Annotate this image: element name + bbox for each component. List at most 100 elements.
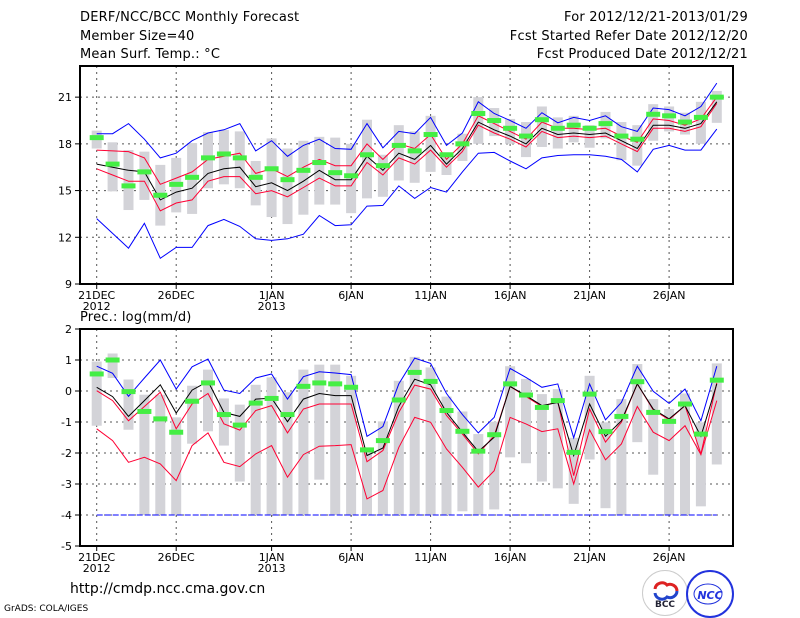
green-marker (646, 409, 661, 415)
grads-credit: GrADS: COLA/IGES (4, 604, 89, 614)
range-bar (664, 106, 675, 132)
range-bar (218, 398, 229, 446)
x-tick-label: 6JAN (338, 551, 364, 564)
range-bar (632, 364, 643, 443)
series-ensemble-max (96, 82, 718, 159)
x-tick-label: 26JAN (653, 551, 686, 564)
green-marker (566, 122, 581, 128)
produced-date: Fcst Produced Date 2012/12/21 (536, 47, 748, 62)
green-marker (614, 413, 629, 419)
range-bar (282, 392, 293, 515)
green-marker (264, 166, 279, 172)
series-upper-spread (96, 96, 718, 185)
x-tick-label: 11JAN (414, 551, 447, 564)
green-marker (248, 400, 263, 406)
range-bar (425, 115, 436, 172)
started-date: Fcst Started Refer Date 2012/12/20 (509, 29, 748, 44)
range-bar (648, 399, 659, 475)
x-tick-year-label: 2013 (258, 300, 286, 313)
range-bar (584, 375, 595, 460)
green-marker (550, 125, 565, 131)
green-marker (328, 170, 343, 176)
x-tick-label: 26JAN (653, 289, 686, 302)
range-bar (568, 115, 579, 143)
green-marker (137, 408, 152, 414)
variable-label: Mean Surf. Temp.: °C (80, 47, 221, 62)
range-bar (425, 367, 436, 515)
green-marker (646, 111, 661, 117)
green-marker (423, 378, 438, 384)
green-marker (503, 125, 518, 131)
green-marker (598, 429, 613, 435)
y-tick-label: -2 (61, 447, 72, 460)
range-bar (505, 366, 516, 458)
range-bar (711, 363, 722, 465)
series-upper-spread (96, 382, 718, 476)
y-tick-label: -3 (61, 478, 72, 491)
ncc-logo: NCC (686, 570, 734, 618)
green-marker (105, 161, 120, 167)
range-bar (409, 356, 420, 515)
green-marker (534, 117, 549, 123)
y-tick-label: 2 (65, 323, 72, 336)
green-marker (407, 369, 422, 375)
green-marker (169, 181, 184, 187)
x-tick-year-label: 2012 (83, 300, 111, 313)
source-url[interactable]: http://cmdp.ncc.cma.gov.cn (70, 581, 266, 597)
green-marker (439, 408, 454, 414)
green-marker (582, 391, 597, 397)
range-bar (250, 384, 261, 515)
range-bar (521, 378, 531, 464)
x-tick-label: 26DEC (158, 289, 195, 302)
series-ensemble-mean (96, 101, 718, 201)
green-marker (375, 163, 390, 169)
green-marker (344, 384, 359, 390)
range-bar (298, 369, 309, 515)
y-tick-label: 15 (58, 185, 72, 198)
green-marker (407, 148, 422, 154)
range-bar (377, 421, 388, 515)
range-bar (473, 97, 484, 144)
range-bar (266, 138, 277, 218)
green-marker (487, 118, 502, 123)
range-bar (187, 385, 198, 444)
green-marker (105, 357, 120, 363)
green-marker (471, 110, 486, 116)
green-marker (201, 380, 215, 386)
green-marker (503, 381, 518, 387)
chart-title: DERF/NCC/BCC Monthly Forecast (80, 10, 300, 25)
green-marker (630, 379, 645, 385)
x-tick-year-label: 2012 (83, 562, 111, 575)
y-tick-label: -5 (61, 540, 72, 553)
series-ensemble-max (96, 357, 718, 440)
range-bar (218, 129, 229, 185)
range-bar (584, 125, 595, 148)
range-bar (346, 143, 357, 214)
x-tick-label: 26DEC (158, 551, 195, 564)
green-marker (550, 398, 565, 404)
range-bar (680, 393, 690, 515)
green-marker (391, 142, 406, 148)
green-marker (678, 119, 692, 125)
green-marker (312, 160, 327, 166)
x-tick-year-label: 2013 (258, 562, 286, 575)
range-bar (489, 421, 500, 510)
green-marker (693, 431, 708, 437)
range-bar (298, 140, 309, 215)
green-marker (455, 428, 470, 434)
x-tick-label: 16JAN (494, 289, 527, 302)
range-bar (362, 447, 372, 515)
green-marker (662, 113, 677, 119)
green-marker (296, 383, 311, 389)
x-tick-label: 21DEC (78, 551, 115, 564)
green-marker (201, 155, 215, 161)
range-bar (139, 394, 150, 515)
precip-label: Prec.: log(mm/d) (80, 310, 192, 325)
green-marker (232, 155, 247, 161)
green-marker (121, 389, 136, 395)
y-tick-label: -1 (61, 416, 72, 429)
bcc-logo-text: BCC (655, 600, 675, 610)
green-marker (185, 398, 200, 404)
range-bar (250, 160, 261, 206)
